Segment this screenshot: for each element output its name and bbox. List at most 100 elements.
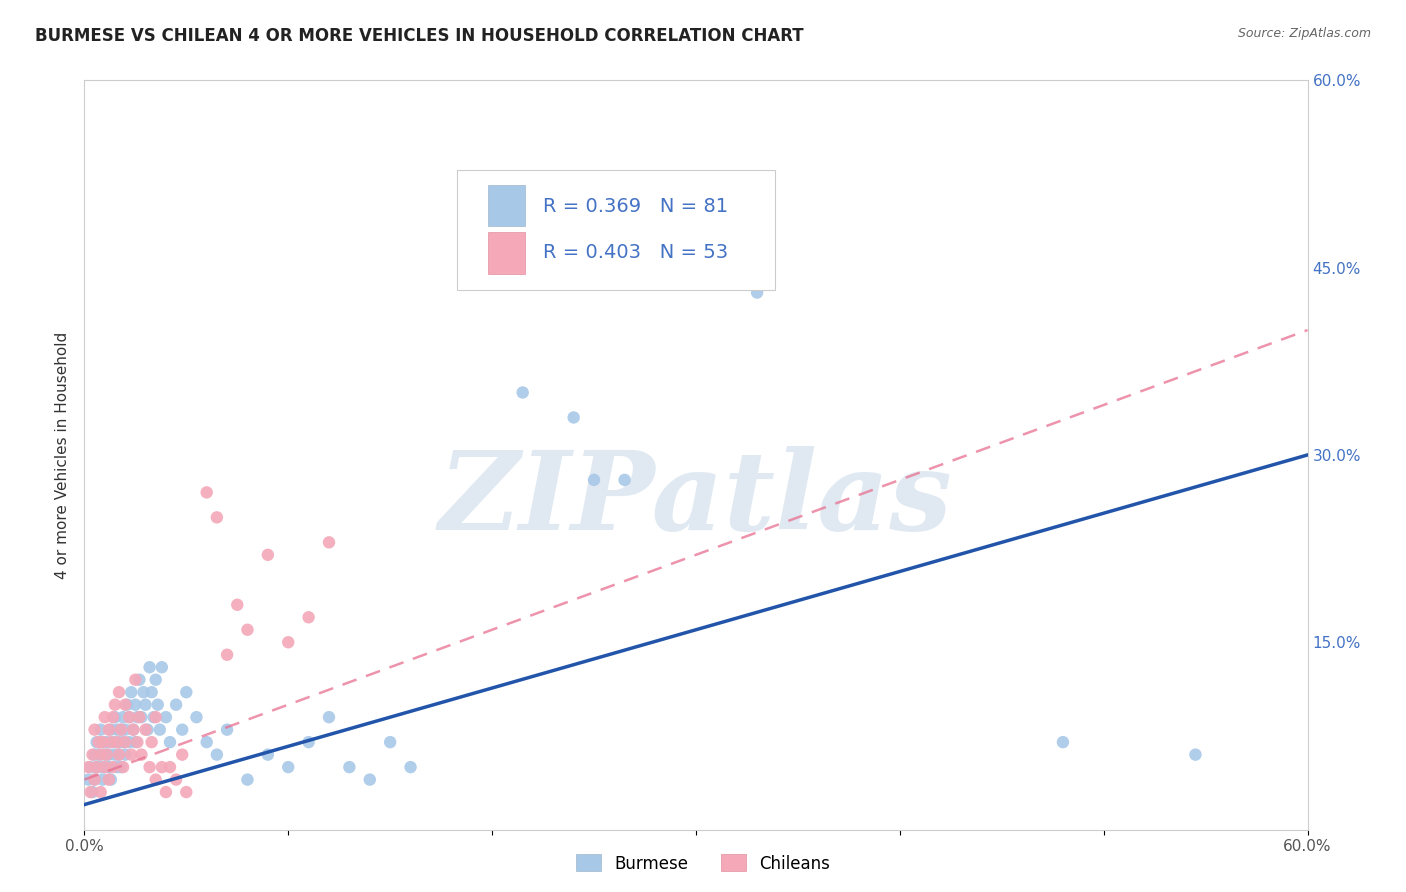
Point — [461, 235, 484, 250]
Point — [104, 710, 127, 724]
Point — [150, 660, 173, 674]
Point — [481, 273, 503, 287]
Point — [114, 698, 136, 712]
Point — [298, 610, 321, 624]
Point — [217, 648, 239, 662]
Point — [97, 760, 120, 774]
Point — [90, 760, 112, 774]
Point — [105, 760, 128, 774]
Point — [172, 747, 194, 762]
Point — [122, 723, 145, 737]
Point — [132, 685, 155, 699]
Bar — [488, 186, 524, 227]
Point — [257, 747, 280, 762]
Point — [87, 735, 110, 749]
Point — [112, 710, 135, 724]
Point — [159, 735, 181, 749]
Point — [186, 710, 208, 724]
Point — [471, 198, 494, 212]
Point — [236, 623, 259, 637]
FancyBboxPatch shape — [457, 170, 776, 290]
Point — [512, 385, 534, 400]
Point — [145, 673, 167, 687]
Point — [115, 698, 138, 712]
Point — [195, 485, 218, 500]
Point — [128, 673, 150, 687]
Point — [146, 698, 169, 712]
Point — [101, 735, 124, 749]
Point — [108, 685, 131, 699]
Point — [124, 673, 146, 687]
Point — [86, 760, 108, 774]
Point — [108, 747, 131, 762]
Point — [174, 685, 197, 699]
Point — [114, 723, 136, 737]
Point — [105, 723, 128, 737]
Point — [339, 760, 361, 774]
Point — [562, 410, 585, 425]
Point — [277, 635, 299, 649]
Point — [138, 760, 160, 774]
Point — [86, 735, 108, 749]
Point — [298, 735, 321, 749]
Point — [141, 735, 163, 749]
Point — [127, 710, 149, 724]
Point — [91, 772, 114, 787]
Point — [226, 598, 249, 612]
Point — [380, 735, 402, 749]
Point — [159, 760, 181, 774]
Point — [583, 473, 606, 487]
Point — [93, 760, 115, 774]
Point — [112, 735, 135, 749]
Point — [747, 285, 769, 300]
Point — [205, 747, 228, 762]
Point — [112, 760, 135, 774]
Point — [83, 772, 105, 787]
Point — [217, 723, 239, 737]
Point — [131, 710, 153, 724]
Point — [97, 747, 120, 762]
Text: Source: ZipAtlas.com: Source: ZipAtlas.com — [1237, 27, 1371, 40]
Point — [90, 723, 112, 737]
Point — [96, 735, 118, 749]
Point — [122, 723, 145, 737]
Point — [318, 535, 340, 549]
Point — [165, 698, 187, 712]
Point — [120, 747, 142, 762]
Point — [318, 710, 340, 724]
Point — [195, 735, 218, 749]
Point — [277, 760, 299, 774]
Legend: Burmese, Chileans: Burmese, Chileans — [569, 847, 837, 880]
Point — [118, 735, 141, 749]
Text: R = 0.403   N = 53: R = 0.403 N = 53 — [543, 244, 728, 262]
Point — [97, 723, 120, 737]
Point — [127, 735, 149, 749]
Point — [83, 747, 105, 762]
Point — [141, 685, 163, 699]
Point — [124, 698, 146, 712]
Point — [79, 760, 101, 774]
Point — [205, 510, 228, 524]
Point — [1184, 747, 1206, 762]
Point — [124, 735, 146, 749]
Point — [87, 747, 110, 762]
Text: ZIPatlas: ZIPatlas — [439, 446, 953, 554]
Point — [706, 248, 728, 262]
Point — [236, 772, 259, 787]
Point — [118, 710, 141, 724]
Text: R = 0.369   N = 81: R = 0.369 N = 81 — [543, 196, 728, 216]
Point — [100, 735, 122, 749]
Point — [110, 723, 132, 737]
Point — [257, 548, 280, 562]
Point — [155, 710, 177, 724]
Point — [138, 660, 160, 674]
Point — [91, 735, 114, 749]
Point — [399, 760, 422, 774]
Point — [105, 735, 128, 749]
Point — [82, 785, 104, 799]
Point — [93, 710, 115, 724]
Point — [135, 698, 157, 712]
Point — [136, 723, 159, 737]
Point — [142, 710, 165, 724]
Point — [108, 747, 131, 762]
